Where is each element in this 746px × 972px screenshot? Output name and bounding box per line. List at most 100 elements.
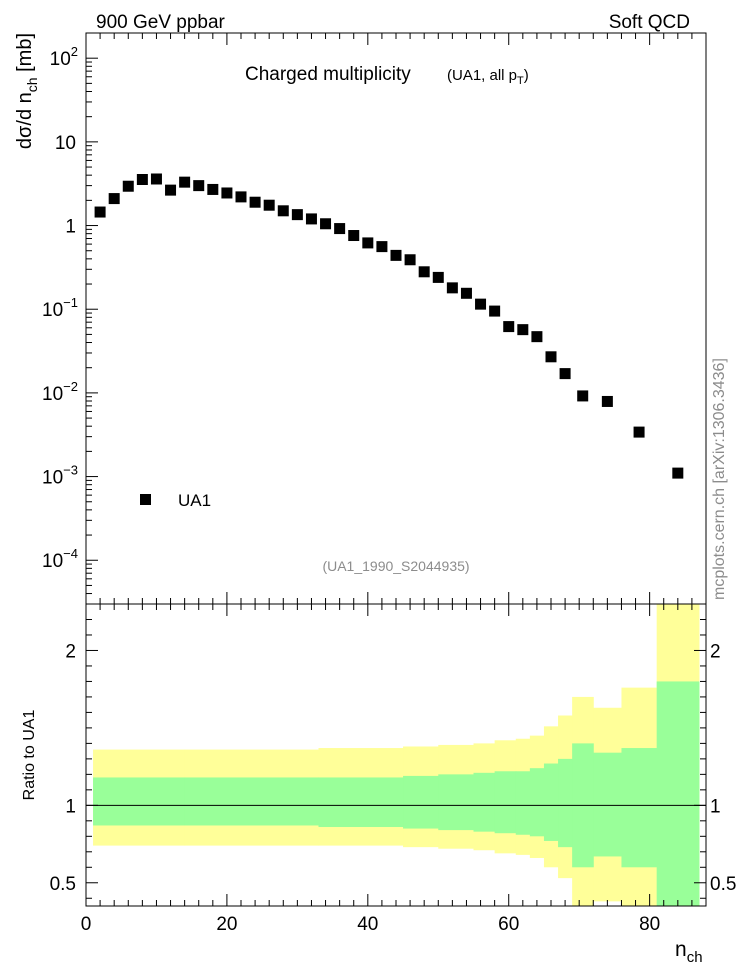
data-point	[193, 180, 205, 192]
data-point	[432, 271, 444, 283]
data-point	[633, 426, 645, 438]
plot-subtitle-subscript: T	[517, 75, 524, 87]
data-point	[263, 199, 275, 211]
data-point	[362, 237, 374, 249]
data-point	[221, 187, 233, 199]
x-tick-label: 0	[81, 914, 92, 935]
analysis-reference: (UA1_1990_S2044935)	[322, 558, 469, 574]
data-point	[601, 395, 613, 407]
data-point	[277, 205, 289, 217]
x-tick-label: 80	[639, 914, 660, 935]
ratio-y-tick-label: 2	[65, 641, 76, 662]
green-band-segment	[184, 777, 319, 826]
data-point	[559, 368, 571, 380]
ratio-y-axis-label: Ratio to UA1	[21, 710, 38, 801]
data-point	[291, 209, 303, 221]
data-point	[348, 230, 360, 242]
main-y-tick-label: 10−4	[42, 546, 78, 572]
green-band-segment	[593, 752, 622, 857]
plot-subtitle-prefix: (UA1, all p	[447, 67, 517, 84]
main-y-tick-label-base: 10	[50, 49, 71, 70]
green-band-segment	[529, 768, 545, 837]
data-point	[150, 173, 162, 185]
main-y-tick-label-exp: −3	[63, 463, 78, 478]
legend-label: UA1	[178, 491, 211, 510]
main-y-tick-label-exp: 2	[71, 44, 78, 59]
data-point	[489, 305, 501, 317]
data-point	[577, 390, 589, 402]
data-point	[179, 176, 191, 188]
ratio-y-tick-label: 0.5	[50, 874, 76, 895]
main-y-tick-label: 10−2	[42, 379, 78, 405]
green-band-segment	[621, 748, 658, 868]
main-y-axis-label-main: dσ/d n	[14, 92, 36, 149]
main-y-tick-label-base: 10	[42, 468, 63, 489]
main-x-ticks	[85, 33, 707, 604]
data-point	[320, 218, 332, 230]
data-point	[404, 254, 416, 266]
data-point	[418, 266, 430, 278]
data-point	[376, 241, 388, 253]
main-y-tick-label: 10−3	[42, 463, 78, 489]
main-y-tick-label: 10−1	[42, 295, 78, 321]
main-y-tick-label-base: 10	[55, 133, 76, 154]
ratio-y-ticks: 0.5 0.5 1 1 2 2	[50, 618, 736, 899]
data-points	[94, 173, 684, 479]
plot-subtitle-suffix: )	[524, 67, 529, 84]
ratio-y-tick-label-right: 1	[710, 796, 721, 817]
data-point	[136, 174, 148, 186]
category-label: Soft QCD	[609, 12, 690, 33]
x-axis-label-sub: ch	[687, 949, 703, 966]
data-point	[305, 213, 317, 225]
green-band-segment	[494, 771, 517, 834]
main-y-tick-label: 10	[55, 133, 76, 154]
x-axis-label-main: n	[675, 938, 687, 961]
data-point	[165, 184, 177, 196]
main-y-tick-label-base: 10	[42, 300, 63, 321]
data-point	[545, 351, 557, 363]
data-point	[390, 249, 402, 261]
plot-title: Charged multiplicity	[245, 64, 411, 85]
x-tick-label: 60	[498, 914, 519, 935]
legend-marker	[140, 494, 151, 505]
green-band-segment	[403, 775, 439, 829]
main-y-tick-label: 102	[50, 44, 78, 70]
green-band-segment	[543, 763, 559, 841]
main-y-tick-label-exp: −2	[63, 379, 78, 394]
green-band-segment	[318, 777, 404, 828]
ratio-y-tick-label-right: 2	[710, 641, 721, 662]
x-axis-label: nch	[675, 938, 703, 966]
main-y-tick-label-exp: −4	[63, 546, 78, 561]
green-band-segment	[438, 774, 474, 831]
data-point	[122, 180, 134, 192]
green-band-segment	[473, 772, 496, 832]
energy-label: 900 GeV ppbar	[96, 12, 226, 33]
data-point	[517, 324, 529, 336]
ratio-bands	[93, 604, 700, 906]
ratio-x-ticks: 0 20 40 60 80	[81, 604, 707, 935]
main-y-tick-label-base: 10	[42, 551, 63, 572]
data-point	[672, 467, 684, 479]
green-band-segment	[515, 771, 531, 835]
x-tick-label: 20	[216, 914, 237, 935]
ratio-y-tick-label: 1	[65, 796, 76, 817]
ratio-y-tick-label-right: 0.5	[710, 874, 736, 895]
data-point	[108, 193, 120, 205]
data-point	[475, 298, 487, 310]
data-point	[249, 196, 261, 208]
main-y-tick-label-exp: −1	[63, 295, 78, 310]
data-point	[94, 206, 106, 218]
plot-subtitle: (UA1, all pT)	[447, 67, 529, 87]
data-point	[531, 331, 543, 343]
main-y-tick-label-base: 10	[42, 384, 63, 405]
data-point	[446, 282, 458, 294]
main-y-axis-label-sub: ch	[24, 77, 40, 92]
data-point	[207, 183, 219, 195]
data-point	[503, 321, 515, 333]
data-point	[334, 223, 346, 235]
main-plot-frame	[85, 32, 707, 605]
legend: UA1	[140, 491, 211, 510]
